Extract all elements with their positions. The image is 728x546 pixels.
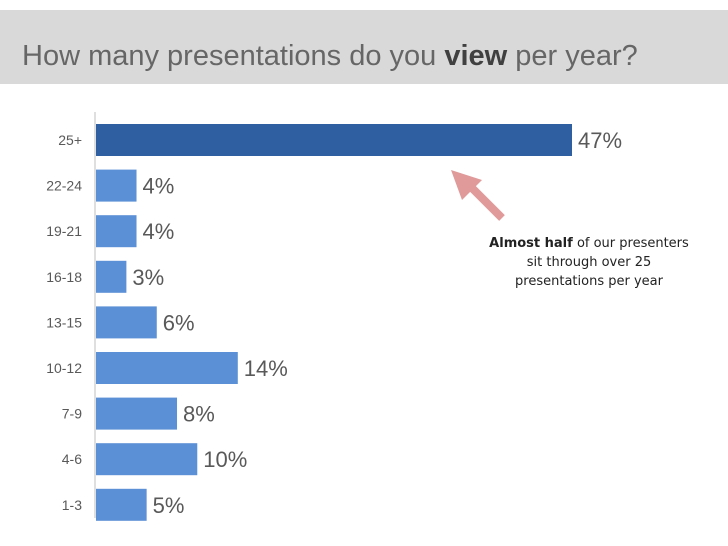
category-label: 7-9 bbox=[62, 406, 82, 422]
bar-16-18 bbox=[96, 260, 127, 293]
arrow-icon bbox=[451, 170, 505, 221]
value-label: 14% bbox=[244, 356, 288, 381]
value-label: 4% bbox=[143, 174, 175, 199]
title-bar: How many presentations do you view per y… bbox=[0, 10, 728, 84]
category-label: 16-18 bbox=[46, 269, 82, 285]
bar-10-12 bbox=[96, 352, 238, 384]
title-text-after: per year? bbox=[515, 40, 638, 72]
category-label: 10-12 bbox=[46, 360, 82, 376]
bar-4-6 bbox=[96, 443, 198, 476]
value-label: 5% bbox=[153, 493, 185, 518]
annotation-text: of our presenters sit through over 25 pr… bbox=[515, 236, 689, 289]
value-label: 47% bbox=[578, 128, 622, 153]
value-label: 10% bbox=[203, 447, 247, 472]
value-label: 3% bbox=[132, 265, 164, 290]
page-title: How many presentations do you view per y… bbox=[22, 40, 638, 73]
title-emphasis: view bbox=[444, 40, 508, 72]
value-label: 6% bbox=[163, 310, 195, 335]
annotation-callout: Almost half of our presenters sit throug… bbox=[484, 234, 694, 291]
title-text-before: How many presentations do you bbox=[22, 40, 437, 72]
annotation-emphasis: Almost half bbox=[489, 236, 573, 251]
category-label: 25+ bbox=[58, 132, 82, 148]
category-label: 19-21 bbox=[46, 223, 82, 239]
category-label: 4-6 bbox=[62, 451, 82, 467]
bar-13-15 bbox=[96, 306, 157, 339]
value-label: 8% bbox=[183, 402, 215, 427]
value-label: 4% bbox=[143, 219, 175, 244]
category-label: 1-3 bbox=[62, 497, 82, 513]
bar-25+ bbox=[96, 124, 572, 156]
bar-1-3 bbox=[96, 488, 147, 521]
bar-19-21 bbox=[96, 215, 137, 248]
bar-22-24 bbox=[96, 169, 137, 202]
category-label: 22-24 bbox=[46, 178, 82, 194]
bar-7-9 bbox=[96, 397, 178, 430]
category-label: 13-15 bbox=[46, 314, 82, 330]
